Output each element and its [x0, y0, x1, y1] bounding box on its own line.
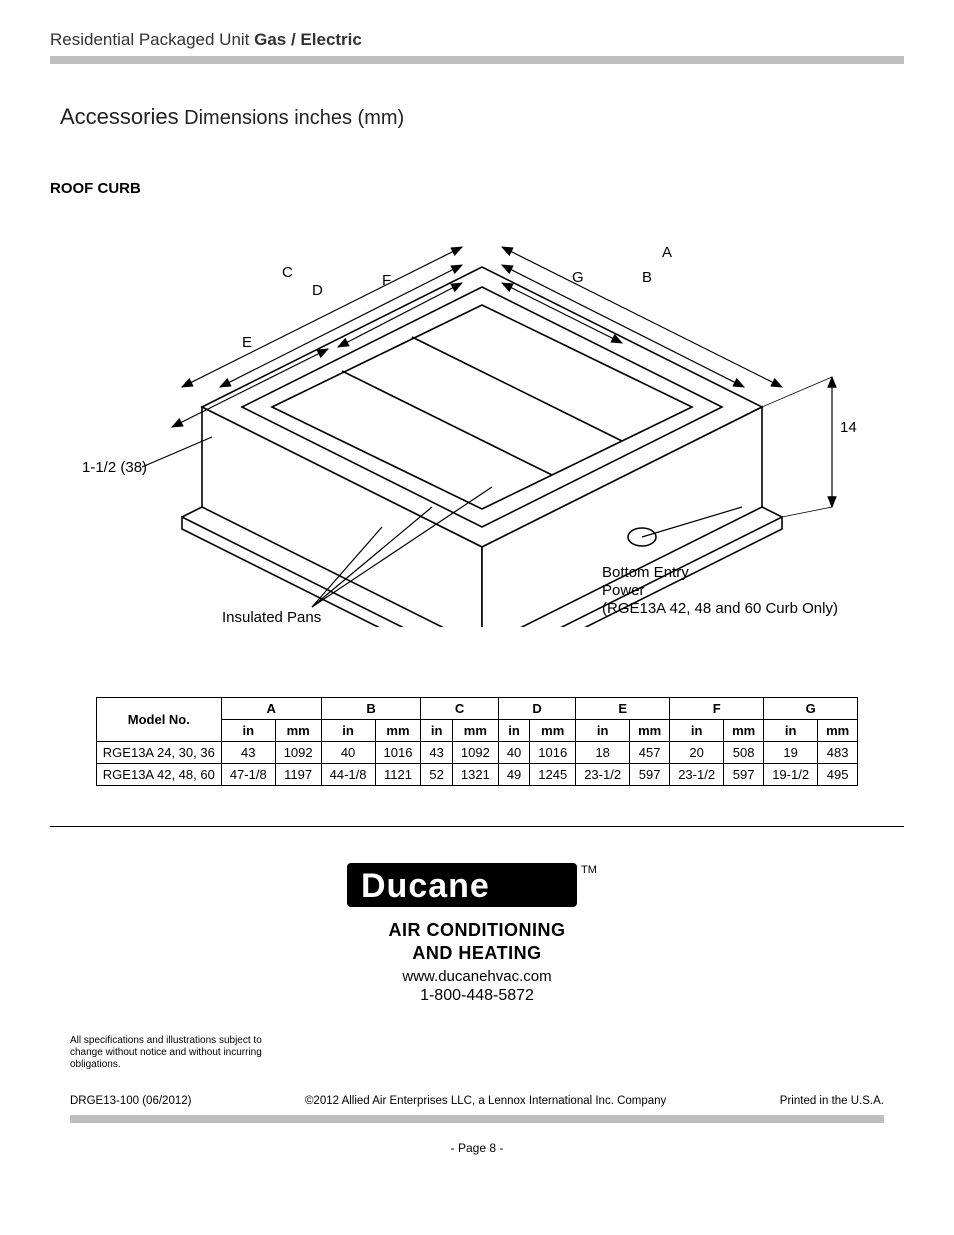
footer-right: Printed in the U.S.A.: [780, 1095, 884, 1107]
cell: 18: [576, 742, 630, 764]
th-unit: in: [576, 720, 630, 742]
th-B: B: [321, 698, 421, 720]
label-callout3: (RGE13A 42, 48 and 60 Curb Only): [602, 600, 838, 617]
cell-model: RGE13A 42, 48, 60: [96, 764, 221, 786]
cell: 495: [818, 764, 858, 786]
th-unit: mm: [375, 720, 421, 742]
logo-phone: 1-800-448-5872: [50, 987, 904, 1005]
cell: 44-1/8: [321, 764, 375, 786]
cell: 508: [724, 742, 764, 764]
footer-row: DRGE13-100 (06/2012) ©2012 Allied Air En…: [50, 1095, 904, 1115]
tm-mark: TM: [581, 864, 597, 876]
th-unit: mm: [452, 720, 498, 742]
cell: 47-1/8: [221, 764, 275, 786]
label-A: A: [662, 244, 672, 261]
roof-curb-heading: ROOF CURB: [50, 180, 904, 197]
th-unit: mm: [818, 720, 858, 742]
th-C: C: [421, 698, 498, 720]
th-G: G: [764, 698, 858, 720]
cell: 1121: [375, 764, 421, 786]
th-model: Model No.: [96, 698, 221, 742]
cell: 19: [764, 742, 818, 764]
label-dim-right: 14: [840, 419, 857, 436]
footer-left: DRGE13-100 (06/2012): [70, 1095, 191, 1107]
roof-curb-diagram: A B G C D F E 1-1/2 (38) 14 Insulated Pa…: [50, 207, 904, 627]
cell: 40: [498, 742, 529, 764]
cell: 1245: [530, 764, 576, 786]
breadcrumb: Residential Packaged Unit Gas / Electric: [50, 30, 904, 50]
logo-line2: AND HEATING: [50, 943, 904, 964]
cell: 1321: [452, 764, 498, 786]
th-A: A: [221, 698, 321, 720]
th-unit: in: [221, 720, 275, 742]
cell: 1092: [452, 742, 498, 764]
label-F: F: [382, 272, 391, 289]
th-unit: in: [498, 720, 529, 742]
cell: 20: [670, 742, 724, 764]
th-D: D: [498, 698, 575, 720]
brand-logo-block: Ducane TM AIR CONDITIONING AND HEATING w…: [50, 857, 904, 1005]
label-dim-left: 1-1/2 (38): [82, 459, 147, 476]
cell: 43: [221, 742, 275, 764]
table-row: RGE13A 24, 30, 36 43 1092 40 1016 43 109…: [96, 742, 857, 764]
cell: 49: [498, 764, 529, 786]
th-unit: mm: [724, 720, 764, 742]
header-rule: [50, 56, 904, 64]
th-E: E: [576, 698, 670, 720]
breadcrumb-bold: Gas / Electric: [254, 30, 362, 49]
cell: 19-1/2: [764, 764, 818, 786]
dimensions-table: Model No. A B C D E F G inmm inmm inmm i…: [96, 697, 858, 786]
label-pans: Insulated Pans: [222, 609, 321, 626]
footer-center: ©2012 Allied Air Enterprises LLC, a Lenn…: [305, 1095, 666, 1107]
svg-text:Ducane: Ducane: [361, 867, 490, 905]
cell: 23-1/2: [576, 764, 630, 786]
logo-url: www.ducanehvac.com: [50, 968, 904, 985]
cell: 483: [818, 742, 858, 764]
cell: 597: [630, 764, 670, 786]
brand-logo: Ducane TM: [347, 857, 607, 913]
cell: 1016: [530, 742, 576, 764]
section-title: Accessories Dimensions inches (mm): [60, 104, 904, 130]
label-callout2: Power: [602, 582, 645, 599]
page-number: - Page 8 -: [50, 1141, 904, 1155]
footer-rule: [70, 1115, 884, 1123]
th-unit: mm: [275, 720, 321, 742]
label-C: C: [282, 264, 293, 281]
section-title-strong: Accessories: [60, 104, 179, 129]
bottom-rule: [50, 826, 904, 827]
cell: 52: [421, 764, 452, 786]
th-unit: in: [321, 720, 375, 742]
th-unit: in: [421, 720, 452, 742]
section-title-rest: Dimensions inches (mm): [179, 107, 405, 129]
cell: 457: [630, 742, 670, 764]
th-unit: mm: [530, 720, 576, 742]
cell: 597: [724, 764, 764, 786]
th-unit: in: [764, 720, 818, 742]
breadcrumb-prefix: Residential Packaged Unit: [50, 30, 254, 49]
th-F: F: [670, 698, 764, 720]
diagram-svg: A B G C D F E 1-1/2 (38) 14 Insulated Pa…: [82, 207, 872, 627]
th-unit: in: [670, 720, 724, 742]
label-callout1: Bottom Entry: [602, 564, 689, 581]
label-G: G: [572, 269, 584, 286]
th-unit: mm: [630, 720, 670, 742]
cell-model: RGE13A 24, 30, 36: [96, 742, 221, 764]
logo-line1: AIR CONDITIONING: [50, 920, 904, 941]
cell: 43: [421, 742, 452, 764]
cell: 1197: [275, 764, 321, 786]
disclaimer: All specifications and illustrations sub…: [70, 1035, 270, 1071]
label-E: E: [242, 334, 252, 351]
cell: 1092: [275, 742, 321, 764]
label-B: B: [642, 269, 652, 286]
cell: 40: [321, 742, 375, 764]
label-D: D: [312, 282, 323, 299]
cell: 23-1/2: [670, 764, 724, 786]
table-row: RGE13A 42, 48, 60 47-1/8 1197 44-1/8 112…: [96, 764, 857, 786]
cell: 1016: [375, 742, 421, 764]
